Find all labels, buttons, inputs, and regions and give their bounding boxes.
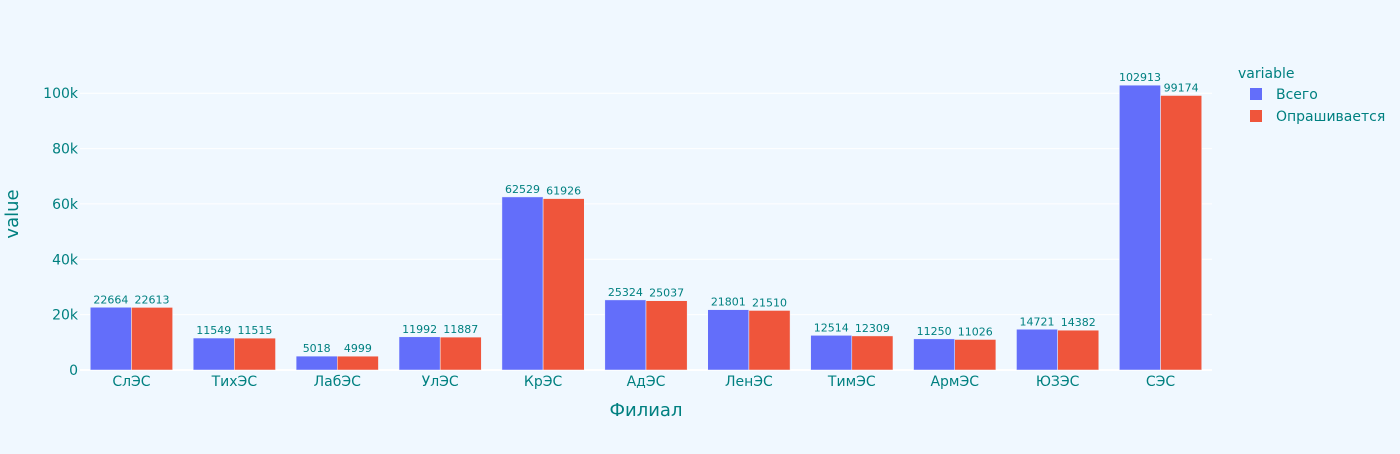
x-tick-label: КрЭС: [524, 374, 563, 390]
bar-value-label: 25324: [608, 286, 643, 299]
bar: [851, 335, 894, 371]
bar: [398, 336, 441, 371]
bar: [645, 300, 688, 371]
legend: variable Всего Опрашивается: [1238, 66, 1385, 125]
bar: [234, 337, 276, 371]
x-axis-title: Филиал: [610, 400, 683, 421]
bar: [501, 196, 544, 371]
bar-labels: 22664 22613 11549 11515 5018 4999 11992 11887 62…: [93, 71, 1198, 355]
y-tick-label: 60k: [52, 197, 79, 213]
x-tick-label: ЮЗЭС: [1036, 374, 1080, 390]
bar: [604, 299, 647, 371]
bar: [131, 307, 173, 371]
bar: [913, 338, 955, 371]
bar-value-label: 11250: [917, 325, 952, 338]
bar: [1016, 329, 1058, 371]
x-axis-ticks: СлЭС ТихЭС ЛабЭС УлЭС КрЭС АдЭС ЛенЭС ТимЭС АрмЭ…: [112, 374, 1175, 390]
bar-value-label: 12309: [855, 322, 890, 335]
x-tick-label: СЭС: [1146, 374, 1176, 390]
x-tick-label: АрмЭС: [930, 374, 979, 390]
bar-value-label: 22664: [93, 293, 128, 306]
y-tick-label: 100k: [43, 86, 79, 102]
bar-value-label: 11026: [958, 325, 993, 338]
bar: [542, 198, 585, 371]
y-axis-ticks: 0 20k 40k 60k 80k 100k: [43, 86, 79, 379]
y-tick-label: 0: [69, 363, 78, 379]
bar: [337, 355, 379, 371]
x-tick-label: ТихЭС: [211, 374, 258, 390]
bar-value-label: 21510: [752, 296, 787, 309]
bar: [90, 307, 132, 371]
legend-swatch[interactable]: [1250, 110, 1262, 122]
bar: [192, 337, 235, 371]
bar-value-label: 4999: [344, 342, 372, 355]
bar: [748, 310, 791, 371]
legend-item-label[interactable]: Всего: [1276, 87, 1318, 103]
bar: [295, 355, 338, 371]
bar-value-label: 62529: [505, 183, 540, 196]
bar-value-label: 11515: [237, 324, 272, 337]
bar: [810, 335, 853, 371]
legend-item-label[interactable]: Опрашивается: [1276, 109, 1385, 125]
bar: [1057, 329, 1100, 371]
x-tick-label: АдЭС: [627, 374, 666, 390]
bar: [439, 336, 482, 371]
x-tick-label: ТимЭС: [827, 374, 876, 390]
x-tick-label: ЛабЭС: [314, 374, 362, 390]
legend-swatch[interactable]: [1250, 88, 1262, 100]
bar: [707, 309, 750, 371]
x-tick-label: УлЭС: [422, 374, 459, 390]
legend-items: Всего Опрашивается: [1250, 87, 1385, 125]
bar-value-label: 5018: [303, 342, 331, 355]
bar-value-label: 25037: [649, 287, 684, 300]
legend-title: variable: [1238, 66, 1294, 82]
y-tick-label: 40k: [52, 252, 79, 268]
bar-value-label: 22613: [135, 293, 170, 306]
bar: [1160, 95, 1202, 371]
bar-value-label: 11549: [196, 324, 231, 337]
bar-value-label: 61926: [546, 185, 581, 198]
bar-value-label: 14721: [1020, 315, 1055, 328]
bar-value-label: 21801: [711, 296, 746, 309]
x-tick-label: СлЭС: [112, 374, 150, 390]
bar-value-label: 99174: [1164, 82, 1199, 95]
bar: [954, 339, 997, 371]
bar: [1119, 84, 1161, 371]
bar-value-label: 11887: [443, 323, 478, 336]
y-tick-label: 80k: [52, 142, 79, 158]
bar-value-label: 12514: [814, 321, 849, 334]
bar-value-label: 102913: [1119, 71, 1161, 84]
bar-value-label: 11992: [402, 323, 437, 336]
x-tick-label: ЛенЭС: [725, 374, 773, 390]
y-tick-label: 20k: [52, 308, 79, 324]
y-axis-title: value: [2, 189, 23, 238]
bars: [90, 84, 1202, 371]
bar-value-label: 14382: [1061, 316, 1096, 329]
